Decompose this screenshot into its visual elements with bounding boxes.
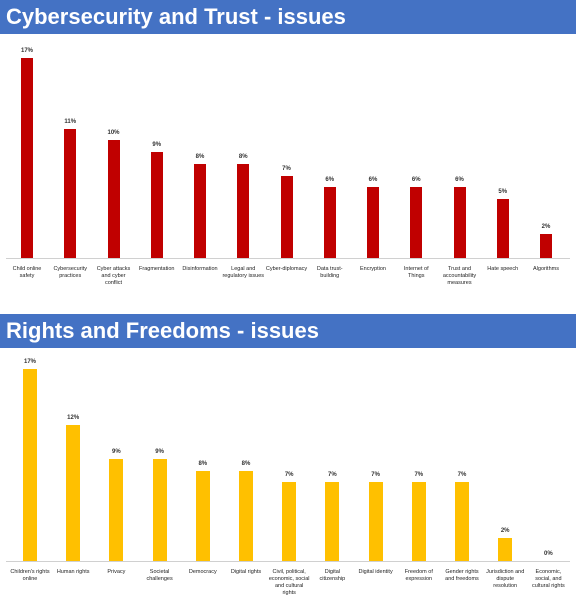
data-label: 2% — [541, 224, 551, 231]
x-tick-label: Child online safety — [12, 266, 42, 279]
bar — [496, 199, 509, 258]
x-tick-label: Trust and accountability measures — [442, 266, 477, 286]
bar — [23, 369, 37, 561]
x-tick-label: Gender rights and freedoms — [445, 569, 479, 582]
x-tick-label: Data trust-building — [316, 266, 343, 279]
x-tick-label: Societal challenges — [146, 569, 173, 582]
x-tick-label: Freedom of expression — [404, 569, 433, 582]
x-tick-label: Economic, social, and cultural rights — [532, 569, 565, 589]
data-label: 6% — [455, 177, 464, 184]
x-tick-label: Encryption — [360, 266, 386, 272]
bar — [411, 481, 426, 561]
bar — [239, 470, 253, 561]
x-tick-label: Cybersecurity practices — [53, 266, 88, 279]
bar — [21, 58, 33, 258]
data-label: 17% — [20, 48, 33, 54]
data-label: 7% — [328, 471, 337, 478]
bar — [323, 187, 336, 258]
x-tick-label: Human rights — [56, 569, 90, 575]
data-label: 12% — [67, 415, 80, 422]
data-label: 17% — [23, 359, 36, 365]
bar — [64, 128, 77, 258]
x-tick-label: Digital rights — [230, 569, 262, 575]
x-tick-label: Internet of Things — [403, 266, 429, 279]
bar — [540, 234, 552, 258]
x-tick-label: Digital identity — [358, 569, 393, 575]
bar — [498, 538, 513, 561]
chart-title: Cybersecurity and Trust - issues — [0, 0, 576, 34]
x-tick-label: Privacy — [107, 569, 126, 575]
x-tick-label: Democracy — [188, 569, 217, 575]
chart-title: Rights and Freedoms - issues — [0, 314, 576, 348]
x-tick-label: Digital citizenship — [319, 569, 346, 582]
x-tick-label: Cyber-diplomacy — [265, 266, 308, 272]
x-tick-label: Algorithms — [533, 266, 559, 272]
bar — [152, 459, 167, 561]
data-label: 7% — [371, 471, 380, 478]
data-label: 6% — [411, 177, 421, 184]
x-tick-label: Children's rights online — [10, 569, 50, 582]
data-label: 8% — [198, 460, 208, 467]
baseline — [6, 561, 570, 562]
bar — [367, 187, 379, 258]
x-tick-label: Fragmentation — [139, 266, 175, 272]
data-label: 7% — [414, 471, 424, 478]
data-label: 8% — [238, 153, 248, 160]
data-label: 0% — [544, 551, 553, 557]
x-tick-label: Legal and regulatory issues — [222, 266, 265, 279]
x-tick-label: Disinformation — [182, 266, 218, 272]
baseline — [6, 258, 570, 259]
data-label: 6% — [325, 177, 335, 184]
bar — [237, 163, 250, 258]
bar — [66, 425, 81, 561]
data-label: 10% — [107, 130, 120, 137]
bar — [107, 140, 120, 258]
bar — [150, 152, 163, 258]
data-label: 7% — [282, 165, 291, 172]
data-label: 7% — [284, 471, 294, 478]
data-label: 7% — [457, 471, 467, 478]
data-label: 11% — [64, 118, 77, 125]
bar — [109, 459, 124, 561]
bar — [282, 481, 297, 561]
bar — [194, 163, 206, 258]
bar — [368, 481, 383, 561]
data-label: 8% — [241, 460, 251, 467]
bar — [280, 175, 293, 258]
data-label: 8% — [195, 153, 205, 160]
data-label: 6% — [368, 177, 378, 184]
data-label: 2% — [500, 528, 510, 535]
data-label: 9% — [155, 449, 164, 456]
data-label: 5% — [498, 189, 508, 196]
x-tick-label: Cyber attacks and cyber conflict — [96, 266, 131, 286]
data-label: 9% — [152, 142, 162, 149]
bar — [453, 187, 466, 258]
x-tick-label: Hate speech — [487, 266, 519, 272]
x-tick-label: Civil, political, economic, social and c… — [268, 569, 310, 596]
bar — [195, 470, 210, 561]
bar — [455, 481, 469, 561]
x-tick-label: Jurisdiction and dispute resolution — [486, 569, 525, 589]
bar — [410, 187, 423, 258]
data-label: 9% — [112, 449, 121, 456]
bar — [325, 481, 340, 561]
